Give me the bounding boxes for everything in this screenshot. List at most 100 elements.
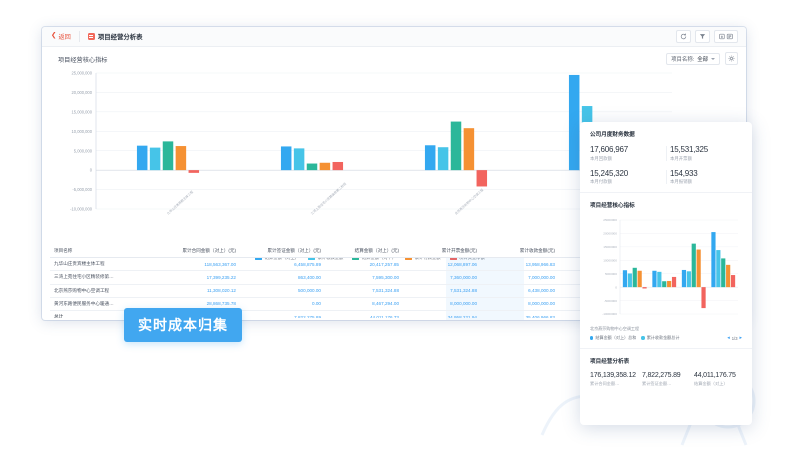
summary-popup: 公司月度财务数据 17,606,967 本月回款额 15,531,325 本月开票额 1… [580, 122, 752, 425]
project-name-filter[interactable]: 项目名称: 全部 [666, 52, 720, 65]
analysis-item: 44,011,176.75 结算金额（对上） [694, 372, 742, 387]
analysis-value: 176,139,358.12 [590, 372, 636, 379]
analysis-label: 累计签证金额… [642, 380, 672, 386]
legend-dot [590, 336, 594, 340]
analysis-label: 结算金额（对上） [694, 380, 728, 386]
analysis-summary: 176,139,358.12 累计合同金额… 7,822,275.89 累计签证金额…… [590, 372, 742, 387]
table-cell: 20,417,257.85 [325, 257, 403, 272]
table-header-cell[interactable]: 项目名称 [50, 245, 152, 259]
svg-text:三湾上苑住宅小区精装修第二标段: 三湾上苑住宅小区精装修第二标段 [309, 181, 347, 216]
refresh-button[interactable] [676, 30, 691, 43]
kpi-label: 本月回款额 [590, 155, 612, 161]
filter-bar: 项目名称: 全部 [666, 52, 738, 65]
export-icon [719, 33, 733, 40]
analysis-card: 项目经营分析表 176,139,358.12 累计合同金额… 7,822,275.8… [580, 348, 752, 394]
mini-chart-card: 项目经营核心指标 25000000 20000000 15000000 1000000… [580, 192, 752, 348]
mini-chart-wrap: 25000000 20000000 15000000 10000000 5000000 0… [590, 216, 742, 341]
svg-text:15,000,000: 15,000,000 [72, 109, 93, 114]
kpi-value: 154,933 [670, 168, 698, 178]
svg-text:-10,000,000: -10,000,000 [70, 207, 93, 212]
legend-dot [641, 336, 645, 340]
tab-label: 项目经营分析表 [97, 34, 143, 41]
svg-text:10000000: 10000000 [603, 258, 617, 262]
titlebar-divider [78, 31, 80, 42]
kpi-item: 15,531,325 本月开票额 [666, 145, 742, 162]
report-icon [87, 33, 95, 40]
legend-label: 累计收款金额总计 [646, 335, 680, 340]
table-header-cell[interactable]: 累计收款金额(元) [481, 245, 559, 259]
table-total-label: 总计 [50, 310, 152, 318]
gear-icon [728, 55, 735, 62]
chevron-left-icon: ❮ [51, 32, 57, 40]
table-cell: 17,399,235.22 [152, 270, 240, 285]
table-cell-name: 北京燕莎购物中心空调工程 [50, 284, 152, 298]
table-cell-name: 九华山庄贵宾楼主体工程 [50, 257, 152, 272]
svg-text:-10000000: -10000000 [602, 312, 617, 316]
svg-text:15000000: 15000000 [603, 245, 617, 249]
table-total-cell: 34,958,221.94 [403, 310, 481, 318]
table-cell: 6,438,000.00 [481, 284, 559, 298]
analysis-value: 7,822,275.89 [642, 372, 681, 379]
settings-button[interactable] [725, 52, 738, 65]
kpi-label: 本月开票额 [670, 155, 692, 161]
svg-text:-5000000: -5000000 [604, 299, 617, 303]
svg-text:九华山庄贵宾楼主体工程: 九华山庄贵宾楼主体工程 [165, 189, 194, 215]
kpi-value: 15,245,320 [590, 168, 629, 178]
table-cell: 7,000,000.00 [481, 270, 559, 285]
table-cell-name: 黄河东路便民服务中心暖通… [50, 297, 152, 311]
kpi-value: 17,606,967 [590, 145, 629, 154]
table-cell: 13,958,966.83 [481, 257, 559, 272]
table-cell: 12,068,897.06 [403, 257, 481, 272]
chevron-down-icon [711, 57, 715, 60]
kpi-label: 本月付款额 [590, 179, 612, 184]
table-row[interactable]: 北京燕莎购物中心空调工程 11,308,020.12 500,000.00 7,531… [50, 284, 738, 298]
table-cell: 500,000.00 [240, 284, 325, 298]
filter-button[interactable] [695, 30, 710, 43]
svg-text:20,000,000: 20,000,000 [72, 90, 93, 95]
table-cell: 8,000,000.00 [481, 297, 559, 311]
refresh-icon [680, 33, 687, 40]
back-button[interactable]: ❮ 返回 [51, 32, 71, 41]
svg-text:25000000: 25000000 [603, 218, 617, 222]
kpi-item: 17,606,967 本月回款额 [590, 145, 662, 162]
svg-text:25,000,000: 25,000,000 [72, 71, 93, 76]
chevron-left-icon[interactable]: ◂ [727, 335, 730, 341]
table-cell: 7,595,300.00 [325, 270, 403, 285]
pager-value: 1/3 [731, 335, 738, 341]
export-button[interactable] [714, 30, 738, 43]
table-cell: 11,308,020.12 [152, 284, 240, 298]
kpi-item: 15,245,320 本月付款额 [590, 169, 662, 186]
table-header-cell[interactable]: 累计合同金额（对上）(元) [152, 245, 240, 259]
kpi-label: 本月报销额 [670, 179, 692, 184]
finance-card-title: 公司月度财务数据 [590, 132, 635, 138]
svg-text:0: 0 [90, 168, 93, 173]
mini-chart-legend: 结算金额（对上）总和 累计收款金额总计 ◂ 1/3 ▸ [590, 335, 742, 341]
mini-chart-svg: 25000000 20000000 15000000 10000000 5000000 0… [602, 218, 738, 316]
table-header-cell[interactable]: 结算金额（对上）(元) [325, 245, 403, 259]
filter-label: 项目名称: [671, 56, 695, 63]
table-total-cell: 35,406,966.83 [481, 310, 559, 318]
analysis-value: 44,011,176.75 [694, 372, 736, 379]
table-header-cell[interactable]: 累计签证金额（对上）(元) [240, 245, 325, 259]
table-cell: 7,531,324.88 [325, 284, 403, 298]
tab-project-analysis[interactable]: 项目经营分析表 [87, 32, 143, 41]
table-cell: 6,458,875.89 [240, 257, 325, 272]
section-title: 项目经营核心指标 [58, 57, 108, 64]
table-header-cell[interactable]: 累计开票金额(元) [403, 245, 481, 259]
mini-chart-xlabel: 北京燕莎购物中心空调工程 [590, 326, 640, 331]
svg-text:-5,000,000: -5,000,000 [72, 187, 92, 192]
filter-value: 全部 [697, 56, 708, 63]
table-cell-name: 三湾上苑住宅小区精装修第… [50, 270, 152, 285]
analysis-item: 176,139,358.12 累计合同金额… [590, 372, 638, 387]
legend-label: 结算金额（对上）总和 [595, 335, 637, 340]
table-cell: 863,400.00 [240, 270, 325, 285]
titlebar-actions [676, 30, 738, 43]
table-total-cell: 44,011,176.73 [325, 310, 403, 318]
finance-kpi-grid: 17,606,967 本月回款额 15,531,325 本月开票额 15,245,320… [590, 145, 742, 185]
svg-text:10,000,000: 10,000,000 [72, 129, 93, 134]
realtime-cost-badge: 实时成本归集 [124, 308, 242, 342]
chevron-right-icon[interactable]: ▸ [739, 335, 742, 341]
table-cell: 7,531,324.88 [403, 284, 481, 298]
svg-text:5000000: 5000000 [605, 272, 617, 276]
table-cell: 0.00 [240, 297, 325, 311]
